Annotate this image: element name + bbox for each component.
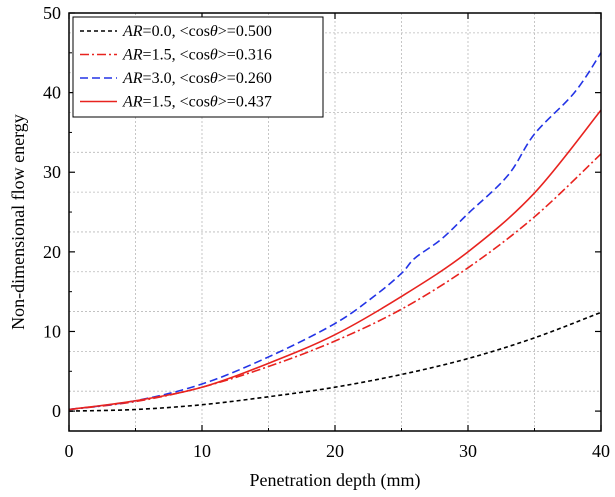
- x-tick-label: 40: [592, 441, 610, 461]
- x-tick-label: 0: [65, 441, 74, 461]
- y-tick-label: 10: [43, 321, 61, 341]
- legend-label-3: AR=3.0, <cosθ>=0.260: [122, 70, 272, 87]
- x-tick-label: 30: [459, 441, 477, 461]
- series-layer: [68, 52, 602, 412]
- axis-ticks: 0 10 20 30 40 0 10 20 30 40 50: [43, 3, 610, 461]
- series-line-1: [68, 311, 602, 412]
- x-tick-label: 20: [326, 441, 344, 461]
- legend-box: [72, 16, 324, 118]
- legend-label-4: AR=1.5, <cosθ>=0.437: [122, 94, 272, 111]
- legend-label-1: AR=0.0, <cosθ>=0.500: [122, 23, 272, 40]
- y-tick-label: 40: [43, 83, 61, 103]
- y-tick-label: 30: [43, 162, 61, 182]
- legend: AR=0.0, <cosθ>=0.500 AR=1.5, <cosθ>=0.316…: [72, 16, 324, 118]
- series-line-4: [68, 109, 602, 411]
- legend-label-2: AR=1.5, <cosθ>=0.316: [122, 47, 272, 64]
- series-line-3: [68, 52, 602, 411]
- y-tick-label: 20: [43, 242, 61, 262]
- x-tick-label: 10: [193, 441, 211, 461]
- y-tick-label: 50: [43, 3, 61, 23]
- y-axis-title: Non-dimensional flow energy: [8, 114, 28, 330]
- y-tick-label: 0: [52, 401, 61, 421]
- x-axis-title: Penetration depth (mm): [250, 470, 421, 491]
